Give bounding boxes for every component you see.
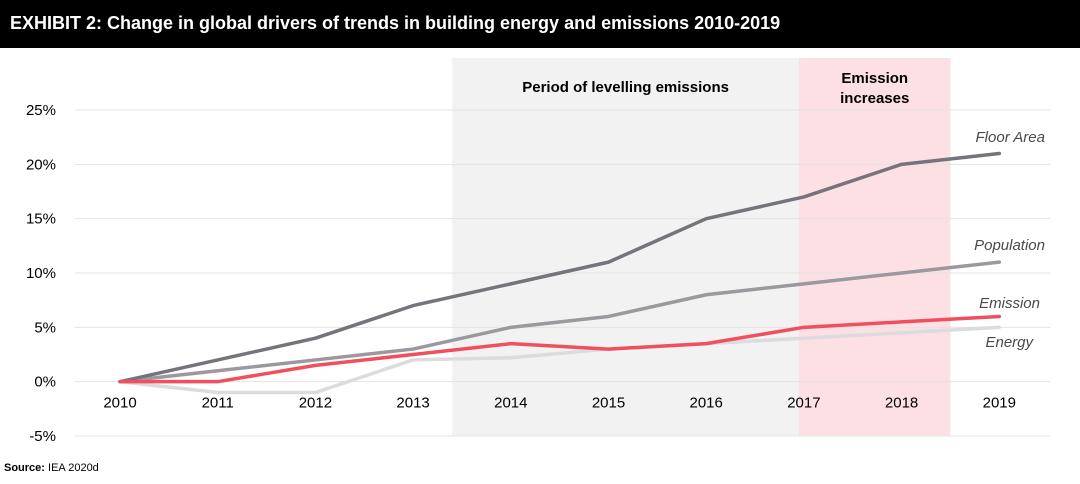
grid-lines	[75, 109, 1050, 437]
line-chart: Period of levelling emissions Emission inc…	[26, 58, 1050, 445]
x-tick-label: 2016	[690, 395, 723, 412]
band-1	[799, 58, 951, 436]
source-note: Source: IEA 2020d	[4, 462, 99, 474]
period-bands: Period of levelling emissions Emission inc…	[452, 58, 951, 436]
x-axis: 2010 2011 2012 2013 2014 2015 2016 2017 2018 2019	[103, 395, 1016, 412]
series-label-floor-area: Floor Area	[976, 129, 1045, 146]
y-tick-label: 20%	[26, 156, 56, 173]
x-tick-label: 2018	[885, 395, 918, 412]
series-line-floor-area	[118, 151, 1002, 384]
series-labels: Floor Area Population Emission Energy	[974, 129, 1045, 351]
series-label-emission: Emission	[979, 295, 1040, 312]
band-0	[452, 58, 800, 436]
series-label-population: Population	[974, 237, 1045, 254]
exhibit-header: EXHIBIT 2: Change in global drivers of t…	[0, 0, 1080, 48]
x-tick-label: 2010	[103, 395, 136, 412]
y-tick-label: 0%	[34, 374, 56, 391]
source-text: IEA 2020d	[48, 462, 99, 474]
band-label-1-line-0: Emission	[841, 70, 908, 87]
series-line-population	[118, 260, 1002, 384]
source-label: Source:	[4, 462, 45, 474]
series-line-energy	[118, 325, 1002, 395]
y-tick-label: 15%	[26, 211, 56, 228]
y-axis: 25% 20% 15% 10% 5% 0% -5%	[26, 102, 56, 445]
x-tick-label: 2015	[592, 395, 625, 412]
x-tick-label: 2013	[396, 395, 429, 412]
series-lines	[118, 151, 1002, 395]
band-label-0: Period of levelling emissions	[522, 79, 729, 96]
series-label-energy: Energy	[985, 334, 1034, 351]
y-tick-label: -5%	[29, 428, 56, 445]
x-tick-label: 2019	[983, 395, 1016, 412]
y-tick-label: 25%	[26, 102, 56, 119]
chart-title: EXHIBIT 2: Change in global drivers of t…	[10, 13, 781, 33]
x-tick-label: 2014	[494, 395, 527, 412]
x-tick-label: 2011	[202, 395, 234, 412]
series-line-emission	[118, 314, 1002, 384]
band-label-1-line-1: increases	[840, 90, 909, 107]
y-tick-label: 10%	[26, 265, 56, 282]
y-tick-label: 5%	[34, 319, 56, 336]
x-tick-label: 2017	[787, 395, 820, 412]
x-tick-label: 2012	[299, 395, 332, 412]
